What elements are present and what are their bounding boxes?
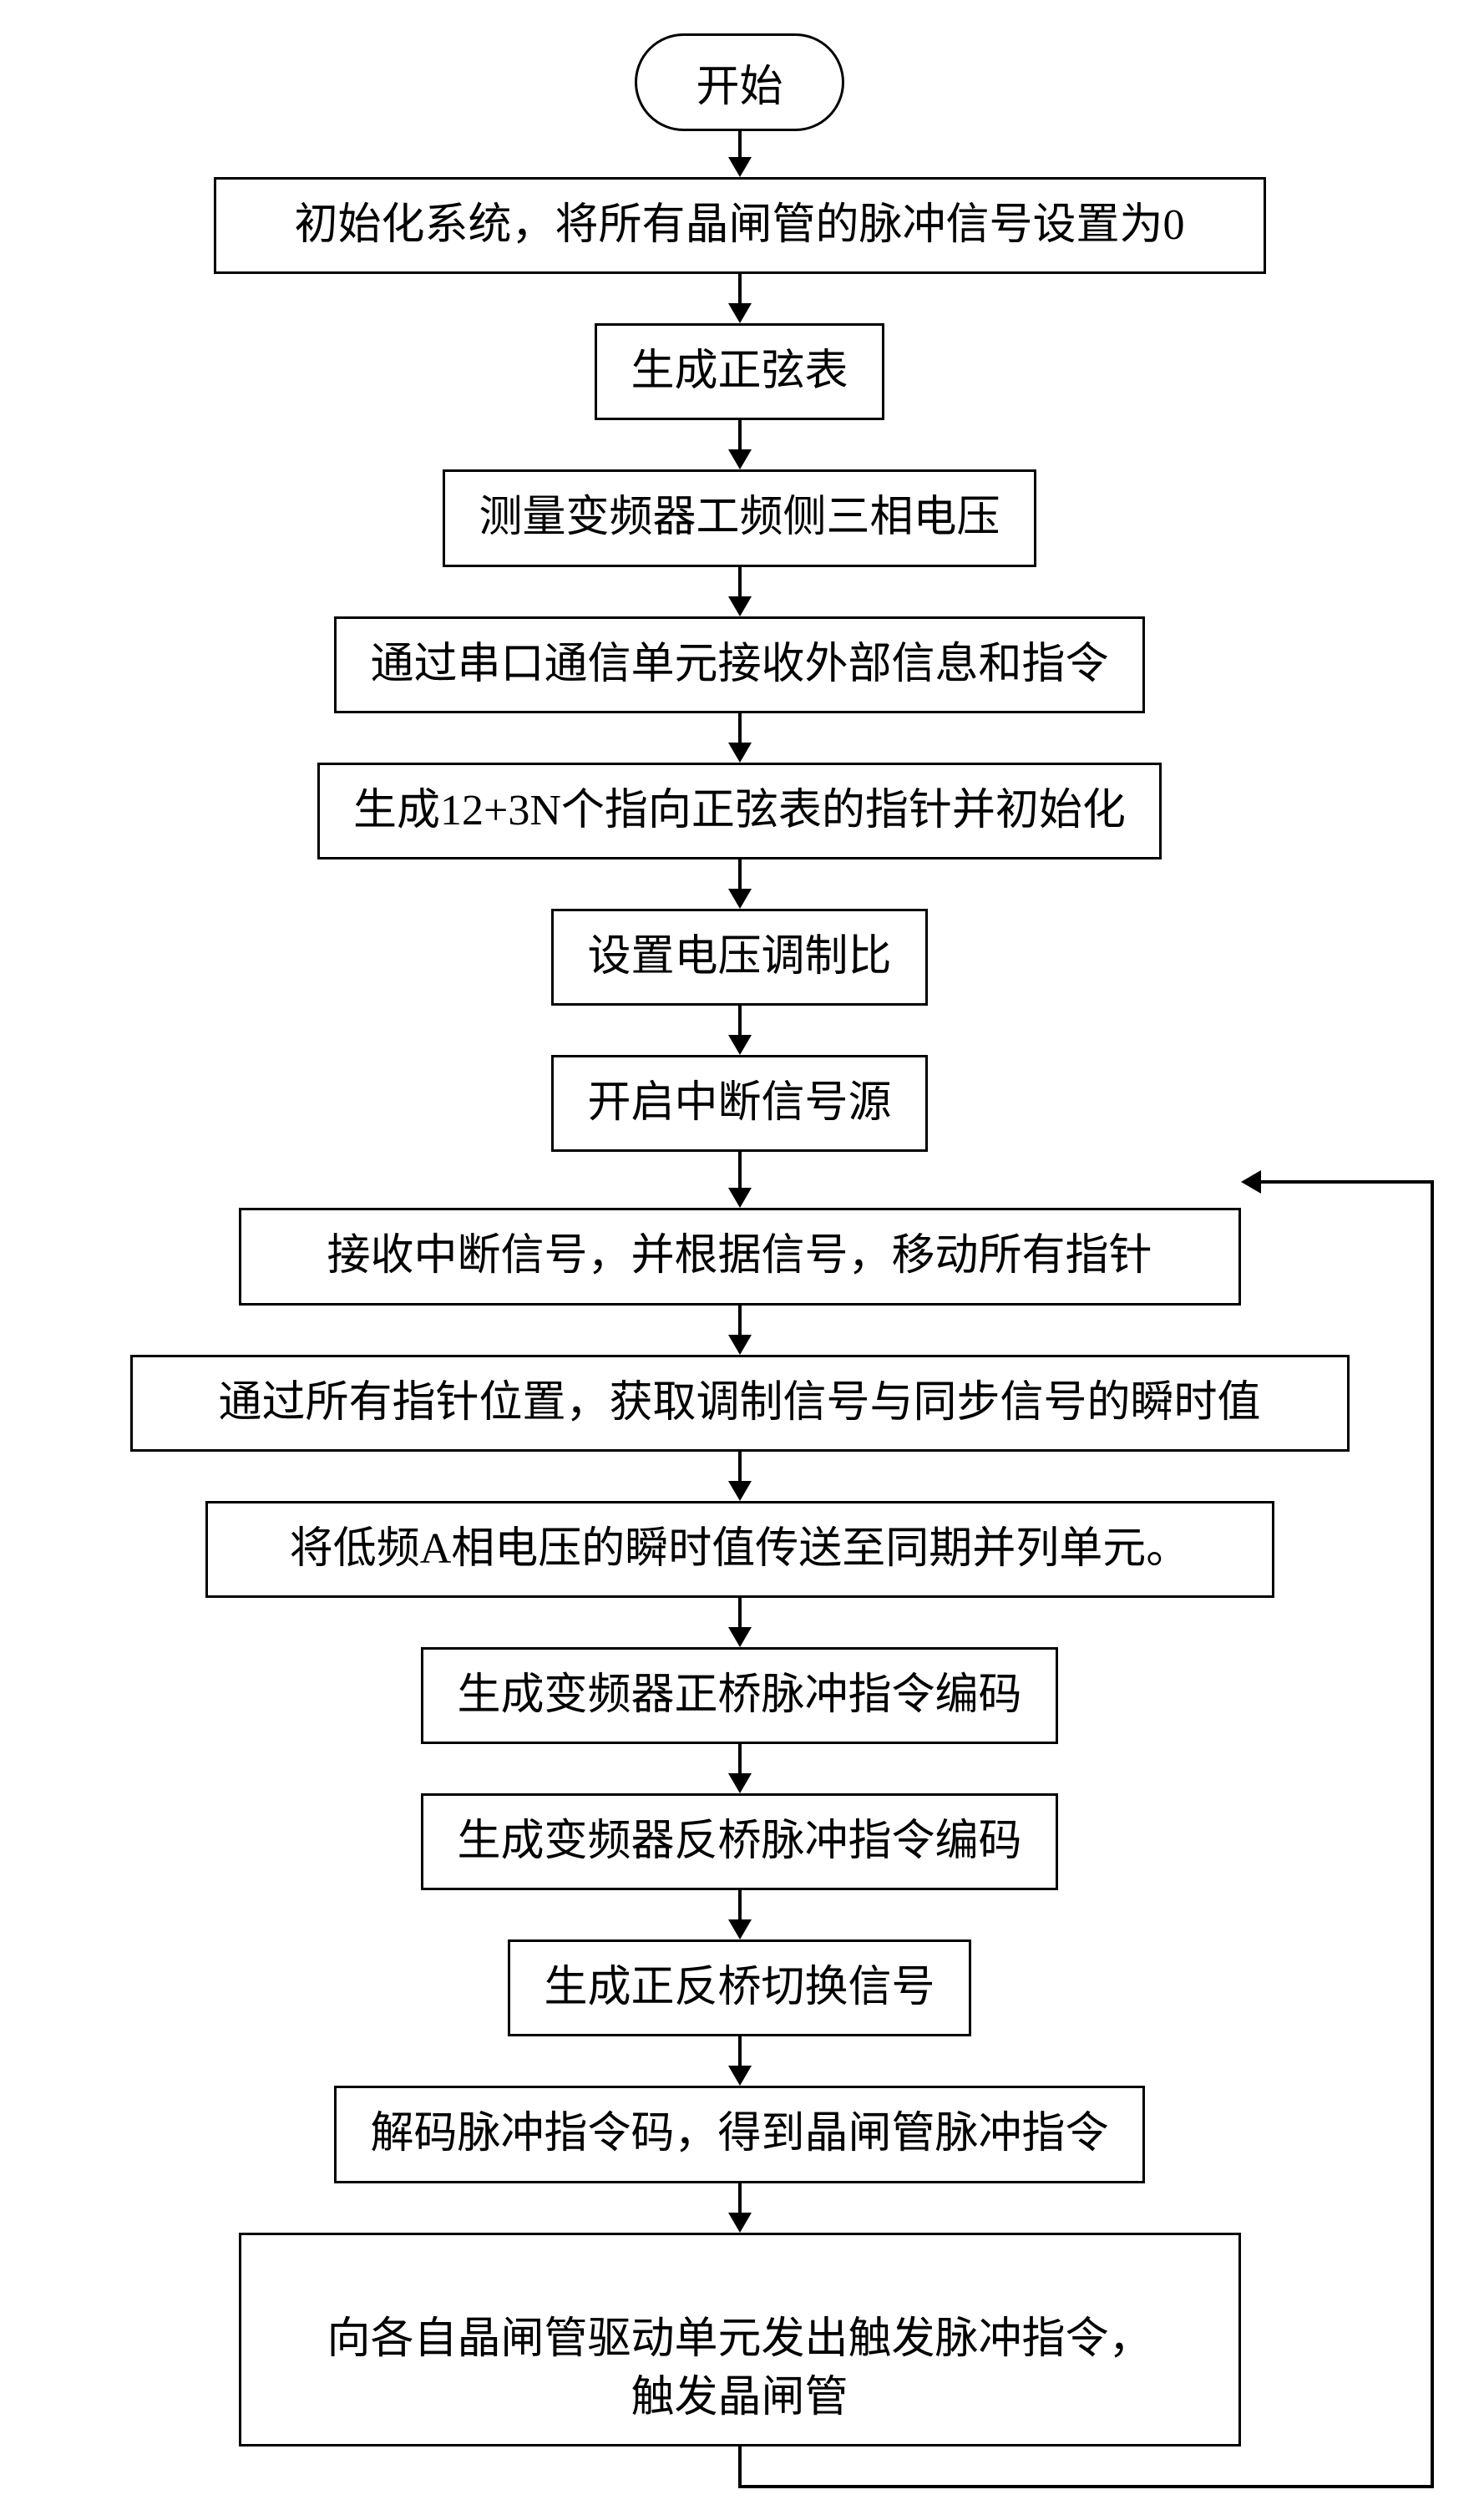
- loop-step-switch-signal: 生成正反桥切换信号: [508, 1939, 970, 2036]
- step-label: 测量变频器工频侧三相电压: [479, 494, 1000, 541]
- loop-step-decode: 解码脉冲指令码，得到晶闸管脉冲指令: [334, 2086, 1144, 2183]
- step-enable-interrupt: 开启中断信号源: [551, 1055, 927, 1152]
- start-label: 开始: [696, 63, 783, 111]
- arrow-head: [728, 1335, 752, 1355]
- loop-step-trigger: 向各自晶闸管驱动单元发出触发脉冲指令， 触发晶闸管: [239, 2233, 1241, 2447]
- arrow-line: [738, 1452, 742, 1482]
- step-label: 设置电压调制比: [587, 933, 891, 981]
- feedback-arrow-head: [1241, 1170, 1261, 1194]
- step-label: 生成正反桥切换信号: [544, 1964, 935, 2011]
- feedback-bottom-horizontal: [738, 2485, 1435, 2488]
- loop-entry-node: 接收中断信号，并根据信号，移动所有指针: [239, 1208, 1241, 1305]
- arrow-line: [738, 1006, 742, 1036]
- step-init: 初始化系统，将所有晶闸管的脉冲信号设置为0: [214, 177, 1266, 274]
- arrow-line: [738, 1890, 742, 1920]
- arrow-line: [738, 420, 742, 450]
- arrow: [728, 567, 752, 616]
- arrow-line: [738, 713, 742, 743]
- arrow-head: [728, 743, 752, 763]
- arrow-head: [728, 1627, 752, 1647]
- arrow-line: [738, 1152, 742, 1189]
- start-node: 开始: [635, 33, 843, 131]
- step-label: 通过所有指针位置，获取调制信号与同步信号的瞬时值: [218, 1379, 1260, 1427]
- arrow: [728, 2183, 752, 2233]
- arrow: [728, 1006, 752, 1055]
- loop-step-get-values: 通过所有指针位置，获取调制信号与同步信号的瞬时值: [130, 1355, 1350, 1452]
- step-label: 生成变频器正桥脉冲指令编码: [457, 1671, 1021, 1719]
- arrow-line: [738, 1744, 742, 1774]
- arrow-line: [738, 1598, 742, 1628]
- arrow-head: [728, 1035, 752, 1055]
- step-label: 向各自晶闸管驱动单元发出触发脉冲指令， 触发晶闸管: [327, 2315, 1152, 2421]
- arrow: [728, 1306, 752, 1355]
- arrow: [728, 1890, 752, 1939]
- step-label: 将低频A相电压的瞬时值传送至同期并列单元。: [290, 1525, 1190, 1573]
- arrow-head: [728, 449, 752, 469]
- arrow-head: [728, 1919, 752, 1939]
- arrow: [728, 131, 752, 177]
- arrow-head: [728, 1773, 752, 1793]
- arrow: [728, 2036, 752, 2086]
- arrow-head: [728, 889, 752, 909]
- step-measure-voltage: 测量变频器工频侧三相电压: [443, 469, 1036, 566]
- arrow: [728, 1152, 752, 1208]
- arrow: [728, 274, 752, 323]
- step-label: 解码脉冲指令码，得到晶闸管脉冲指令: [370, 2110, 1108, 2157]
- loop-step-pos-bridge: 生成变频器正桥脉冲指令编码: [421, 1647, 1057, 1744]
- arrow-line: [738, 1306, 742, 1336]
- loop-exit-line: [738, 2446, 742, 2487]
- step-label: 初始化系统，将所有晶闸管的脉冲信号设置为0: [294, 201, 1184, 249]
- arrow: [728, 420, 752, 469]
- arrow-head: [728, 2066, 752, 2086]
- arrow: [728, 713, 752, 763]
- arrow-line: [738, 2036, 742, 2066]
- step-label: 接收中断信号，并根据信号，移动所有指针: [327, 1232, 1152, 1280]
- step-set-modulation: 设置电压调制比: [551, 909, 927, 1006]
- arrow: [728, 1744, 752, 1793]
- arrow-head: [728, 157, 752, 177]
- arrow-head: [728, 2213, 752, 2233]
- feedback-right-vertical: [1431, 1180, 1434, 2488]
- step-label: 生成12+3N个指向正弦表的指针并初始化: [353, 787, 1126, 834]
- step-gen-pointers: 生成12+3N个指向正弦表的指针并初始化: [317, 763, 1162, 859]
- arrow-head: [728, 1481, 752, 1501]
- loop-step-send-voltage: 将低频A相电压的瞬时值传送至同期并列单元。: [205, 1501, 1274, 1598]
- arrow-head: [728, 303, 752, 323]
- arrow-line: [738, 131, 742, 158]
- step-label: 通过串口通信单元接收外部信息和指令: [370, 641, 1108, 688]
- arrow-line: [738, 274, 742, 304]
- step-serial-receive: 通过串口通信单元接收外部信息和指令: [334, 616, 1144, 713]
- arrow-line: [738, 859, 742, 890]
- arrow-line: [738, 2183, 742, 2213]
- loop-step-neg-bridge: 生成变频器反桥脉冲指令编码: [421, 1793, 1057, 1890]
- flowchart-container: 开始 初始化系统，将所有晶闸管的脉冲信号设置为0 生成正弦表 测量变频器工频侧三…: [17, 33, 1462, 2487]
- step-label: 开启中断信号源: [587, 1079, 891, 1127]
- feedback-top-horizontal: [1259, 1180, 1435, 1184]
- loop-container: 接收中断信号，并根据信号，移动所有指针 通过所有指针位置，获取调制信号与同步信号…: [17, 1152, 1462, 2487]
- step-sinetable: 生成正弦表: [595, 323, 884, 420]
- step-label: 生成正弦表: [631, 347, 848, 395]
- arrow-head: [728, 1188, 752, 1208]
- step-label: 生成变频器反桥脉冲指令编码: [457, 1818, 1021, 1865]
- arrow-head: [728, 596, 752, 616]
- arrow-line: [738, 567, 742, 597]
- arrow: [728, 1598, 752, 1647]
- arrow: [728, 859, 752, 909]
- arrow: [728, 1452, 752, 1501]
